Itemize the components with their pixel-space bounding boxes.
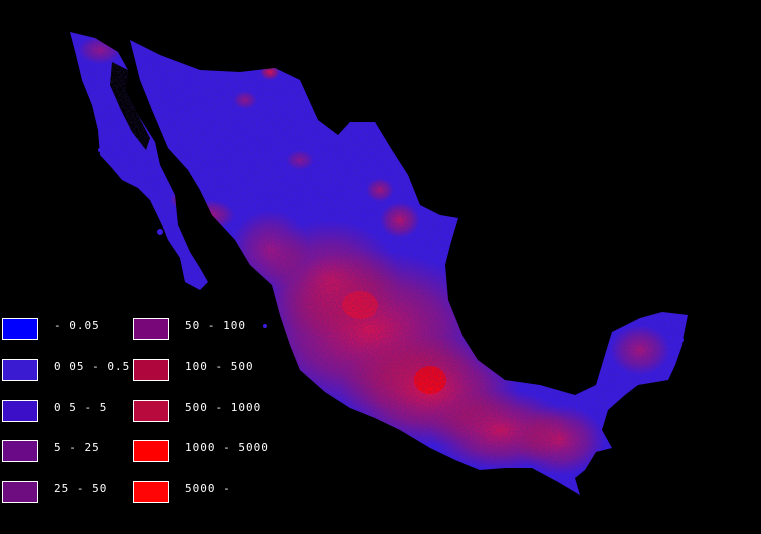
- legend-label: 1000 - 5000: [185, 441, 269, 454]
- legend-label: 25 - 50: [54, 482, 108, 495]
- legend-swatch: [2, 359, 38, 381]
- legend-label: 100 - 500: [185, 360, 254, 373]
- legend-swatch: [133, 481, 169, 503]
- legend-swatch: [2, 440, 38, 462]
- legend-swatch: [2, 318, 38, 340]
- island: [680, 338, 684, 342]
- legend-swatch: [133, 440, 169, 462]
- legend-label: 0 5 - 5: [54, 401, 108, 414]
- legend-label: 5 - 25: [54, 441, 100, 454]
- island: [157, 229, 163, 235]
- legend-swatch: [133, 318, 169, 340]
- legend-label: 500 - 1000: [185, 401, 262, 414]
- legend-label: 50 - 100: [185, 319, 246, 332]
- legend-swatch: [133, 359, 169, 381]
- legend-swatch: [2, 400, 38, 422]
- island: [98, 148, 102, 152]
- legend-label: 0 05 - 0.5: [54, 360, 131, 373]
- legend-label: - 0.05: [54, 319, 100, 332]
- legend-swatch: [2, 481, 38, 503]
- island: [263, 324, 267, 328]
- legend-label: 5000 -: [185, 482, 231, 495]
- legend-swatch: [133, 400, 169, 422]
